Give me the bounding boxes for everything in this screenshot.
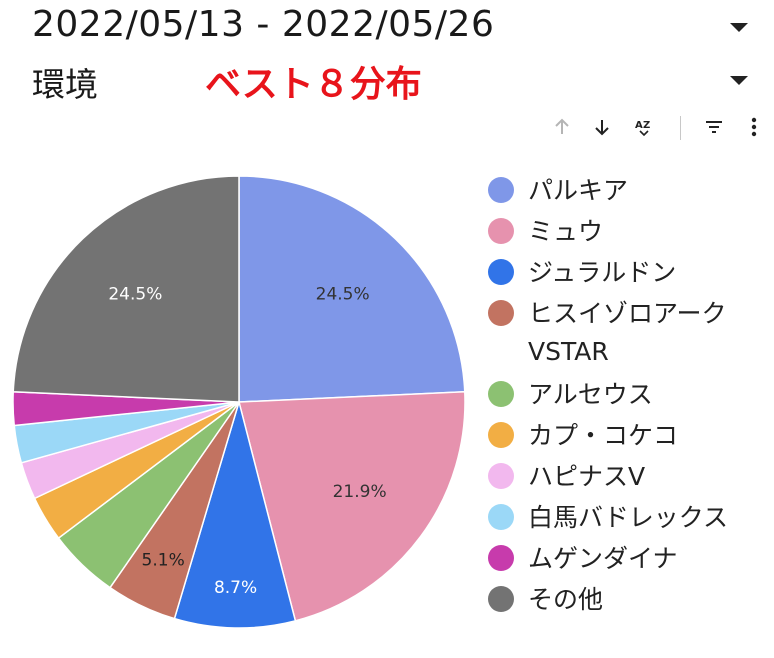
- legend-label: パルキア: [528, 176, 629, 205]
- legend-swatch: [488, 422, 514, 448]
- legend-swatch: [488, 300, 514, 326]
- arrow-up-icon[interactable]: [548, 112, 576, 142]
- legend-item[interactable]: ジュラルドン: [488, 254, 774, 295]
- toolbar-divider: [680, 116, 681, 140]
- legend-label: カプ・コケコ: [528, 421, 679, 450]
- pie-slice[interactable]: [238, 391, 466, 622]
- legend-label: ムゲンダイナ: [528, 544, 678, 573]
- date-range: 2022/05/13 - 2022/05/26: [32, 4, 495, 45]
- legend-item[interactable]: カプ・コケコ: [488, 417, 774, 458]
- pie-slice[interactable]: [12, 175, 240, 403]
- legend-swatch: [488, 463, 514, 489]
- legend-swatch: [488, 177, 514, 203]
- date-range-dropdown-icon[interactable]: [730, 23, 748, 32]
- legend-item[interactable]: その他: [488, 581, 774, 622]
- pie-slice[interactable]: [238, 175, 466, 403]
- legend-swatch: [488, 259, 514, 285]
- legend-swatch: [488, 381, 514, 407]
- legend: パルキアミュウジュラルドンヒスイゾロアーク VSTAR アルセウスカプ・コケコ ハピ…: [488, 172, 774, 622]
- svg-text:Z: Z: [643, 120, 650, 131]
- sort-az-icon[interactable]: A Z: [630, 112, 658, 142]
- legend-item[interactable]: ミュウ: [488, 213, 774, 254]
- legend-item[interactable]: ハピナスV: [488, 458, 774, 499]
- pie-chart: 24.5% 21.9% 8.7% 5.1% 24.5%: [12, 175, 466, 629]
- slice-data-label: 24.5%: [316, 285, 370, 305]
- slice-data-label: 5.1%: [142, 551, 185, 571]
- legend-item[interactable]: ヒスイゾロアーク VSTAR: [488, 295, 774, 376]
- legend-item[interactable]: アルセウス: [488, 376, 774, 417]
- legend-item[interactable]: ムゲンダイナ: [488, 540, 774, 581]
- legend-label: ミュウ: [528, 217, 604, 246]
- more-vert-icon[interactable]: [740, 112, 768, 142]
- slice-data-label: 8.7%: [214, 578, 257, 598]
- chart-toolbar: A Z: [548, 112, 768, 142]
- filter-icon[interactable]: [700, 112, 728, 142]
- arrow-down-icon[interactable]: [588, 112, 616, 142]
- legend-swatch: [488, 504, 514, 530]
- legend-label: ハピナスV: [528, 462, 646, 491]
- legend-label: ヒスイゾロアーク VSTAR: [528, 299, 727, 366]
- legend-label: その他: [528, 585, 604, 614]
- legend-swatch: [488, 545, 514, 571]
- environment-dropdown-icon[interactable]: [730, 76, 748, 85]
- legend-label: ジュラルドン: [528, 258, 677, 287]
- legend-swatch: [488, 218, 514, 244]
- pie-slice[interactable]: [173, 399, 297, 629]
- legend-item[interactable]: 白馬バドレックス: [488, 499, 774, 540]
- environment-label: 環境: [32, 65, 98, 104]
- legend-label: 白馬バドレックス: [528, 503, 729, 532]
- slice-data-label: 24.5%: [108, 285, 162, 305]
- legend-item[interactable]: パルキア: [488, 172, 774, 213]
- svg-text:A: A: [635, 120, 643, 131]
- legend-swatch: [488, 586, 514, 612]
- legend-label: アルセウス: [528, 380, 653, 409]
- chart-title: ベスト８分布: [205, 64, 422, 105]
- slice-data-label: 21.9%: [333, 482, 387, 502]
